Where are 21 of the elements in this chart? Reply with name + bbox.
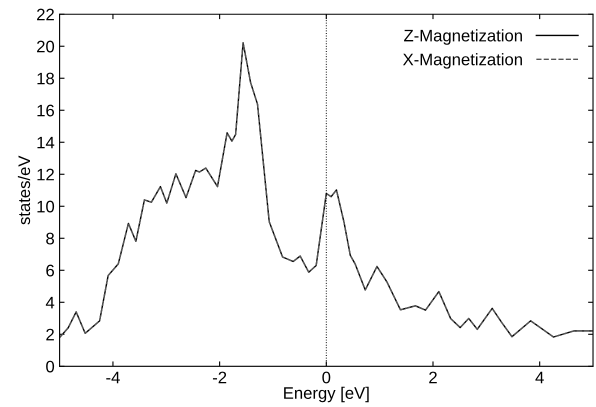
y-tick-label: 4 — [46, 296, 54, 308]
x-tick-label: -2 — [212, 372, 226, 384]
x-tick-label: -4 — [106, 372, 120, 384]
x-tick-label: 4 — [535, 372, 544, 384]
legend-label: Z-Magnetization — [404, 29, 522, 45]
y-tick-label: 10 — [37, 200, 54, 212]
y-tick-label: 2 — [46, 328, 54, 340]
x-tick-label: 2 — [429, 372, 437, 384]
y-tick-label: 14 — [37, 136, 54, 148]
y-tick-label: 8 — [46, 232, 54, 244]
y-tick-label: 22 — [37, 8, 54, 20]
y-tick-label: 0 — [46, 360, 54, 373]
x-tick-label: 0 — [322, 372, 330, 384]
y-tick-label: 20 — [37, 40, 54, 52]
x-axis-title: Energy [eV] — [284, 386, 369, 402]
y-tick-label: 18 — [37, 72, 54, 84]
y-tick-label: 12 — [37, 168, 54, 180]
y-axis-title: states/eV — [18, 156, 30, 225]
y-tick-label: 16 — [37, 104, 54, 116]
legend-label: X-Magnetization — [402, 53, 522, 69]
y-tick-label: 6 — [46, 264, 54, 276]
